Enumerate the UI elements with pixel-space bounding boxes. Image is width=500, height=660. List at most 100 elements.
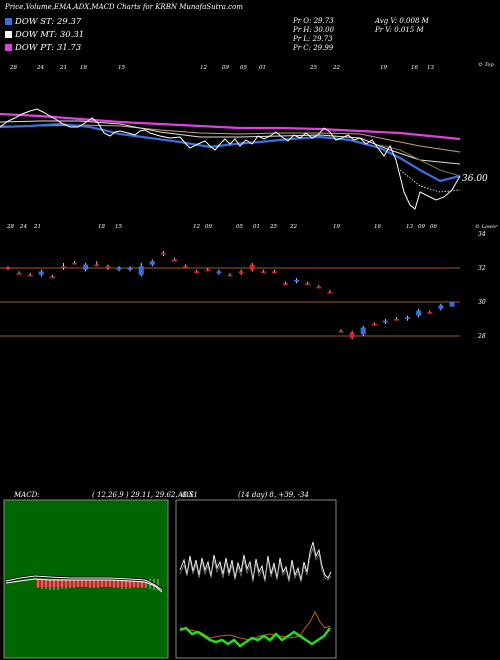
bottom-date: 24 (20, 224, 27, 230)
candle-body (16, 273, 22, 275)
legend-dow-pt: DOW PT: 31.73 (5, 43, 81, 53)
candle-series (5, 251, 455, 340)
macd-line-highlight (5, 575, 163, 591)
candle-body (194, 271, 200, 273)
dow-mt-label: DOW MT: 30.31 (15, 30, 85, 40)
y-tick: 30 (478, 299, 486, 306)
bottom-date: 16 (374, 224, 381, 230)
reference-lines (0, 267, 460, 337)
dow-pt-swatch (5, 44, 12, 51)
dow-st-swatch (5, 18, 12, 25)
top-date: 19 (380, 65, 387, 71)
top-date: 28 (10, 65, 17, 71)
candle-body (160, 252, 166, 255)
candle-body (5, 268, 11, 270)
candle-body (183, 266, 189, 268)
stat-close: Pr C: 29.99 (293, 44, 334, 52)
candle-body (394, 319, 399, 321)
candle-body (249, 264, 255, 270)
candle-body (438, 305, 444, 309)
top-date: 18 (80, 65, 87, 71)
candle-body (83, 264, 89, 270)
ema-short-line (0, 122, 461, 183)
y-tick: 32 (478, 265, 486, 272)
candle-body (338, 330, 344, 333)
bottom-date: 19 (333, 224, 340, 230)
macd-panel (3, 499, 169, 659)
candle-body (149, 261, 155, 265)
bottom-date: 12 (193, 224, 200, 230)
legend-dow-mt: DOW MT: 30.31 (5, 30, 84, 40)
candle-body (138, 266, 144, 275)
candle-body (238, 271, 244, 274)
candle-body (449, 302, 455, 307)
stat-low: Pr L: 29.73 (293, 35, 333, 43)
stat-volume: Pr V: 0.015 M (375, 26, 424, 34)
candle-body (405, 317, 411, 319)
bottom-date: 18 (98, 224, 105, 230)
bottom-date: 06 (430, 224, 437, 230)
top-date: 05 (240, 65, 247, 71)
bottom-date: 28 (7, 224, 14, 230)
candle-body (305, 283, 311, 285)
bottom-date: 25 (270, 224, 277, 230)
bottom-date: 09 (418, 224, 425, 230)
candle-body (360, 327, 366, 335)
candle-body (260, 271, 266, 273)
dow-pt-label: DOW PT: 31.73 (15, 43, 82, 53)
candle-body (61, 266, 66, 268)
candle-body (227, 274, 233, 277)
top-date: 21 (60, 65, 67, 71)
top-date: 01 (259, 65, 266, 71)
top-date: 13 (427, 65, 434, 71)
adx-minus-di-line (179, 626, 331, 648)
top-corner-label: © Top (478, 62, 494, 68)
y-tick: 28 (478, 333, 486, 340)
bottom-date: 21 (34, 224, 41, 230)
candle-body (172, 259, 177, 261)
top-date: 24 (37, 65, 44, 71)
top-date: 25 (310, 65, 317, 71)
candle-body (216, 271, 222, 274)
y-tick: 34 (478, 231, 486, 238)
candle-body (294, 279, 300, 282)
candle-body (205, 269, 211, 272)
top-date: 16 (411, 65, 418, 71)
dotted-line (399, 169, 461, 193)
adx-plus-di-line (179, 610, 331, 641)
chart-title: Price,Volume,EMA,ADX,MACD Charts for KRB… (5, 3, 243, 11)
candle-body (382, 320, 388, 323)
stat-avg-volume: Avg V: 0.008 M (375, 17, 429, 25)
stat-high: Pr H: 30.00 (293, 26, 335, 34)
top-date: 12 (200, 65, 207, 71)
top-date: 15 (118, 65, 125, 71)
adx-panel (175, 499, 337, 659)
top-price-label: 36.00 (462, 174, 488, 184)
stat-open: Pr O: 29.73 (293, 17, 334, 25)
adx-values: (14 day) 8, +39, -34 (238, 491, 309, 499)
candle-body (38, 271, 44, 275)
candle-body (327, 291, 333, 294)
ema-mid-line (0, 120, 461, 165)
dow-st-label: DOW ST: 29.37 (15, 17, 82, 27)
adx-panel-bg (175, 499, 337, 659)
adx-line-echo (179, 546, 332, 583)
ema-panel (0, 108, 461, 210)
candle-body (94, 264, 100, 267)
bottom-date: 05 (236, 224, 243, 230)
candle-body (49, 276, 55, 278)
bottom-date: 01 (253, 224, 260, 230)
adx-label: ADX (178, 491, 194, 499)
candle-body (127, 268, 133, 270)
legend-dow-st: DOW ST: 29.37 (5, 17, 81, 27)
dow-mt-swatch (5, 31, 12, 38)
top-date: 09 (222, 65, 229, 71)
price-line (0, 108, 461, 210)
macd-label: MACD: (14, 491, 40, 499)
macd-values: ( 12,26,9 ) 29.11, 29.62, -0.51 (92, 491, 198, 499)
macd-histogram (36, 579, 159, 590)
candle-body (72, 262, 78, 265)
candle-body (283, 283, 288, 285)
candle-body (427, 312, 433, 314)
